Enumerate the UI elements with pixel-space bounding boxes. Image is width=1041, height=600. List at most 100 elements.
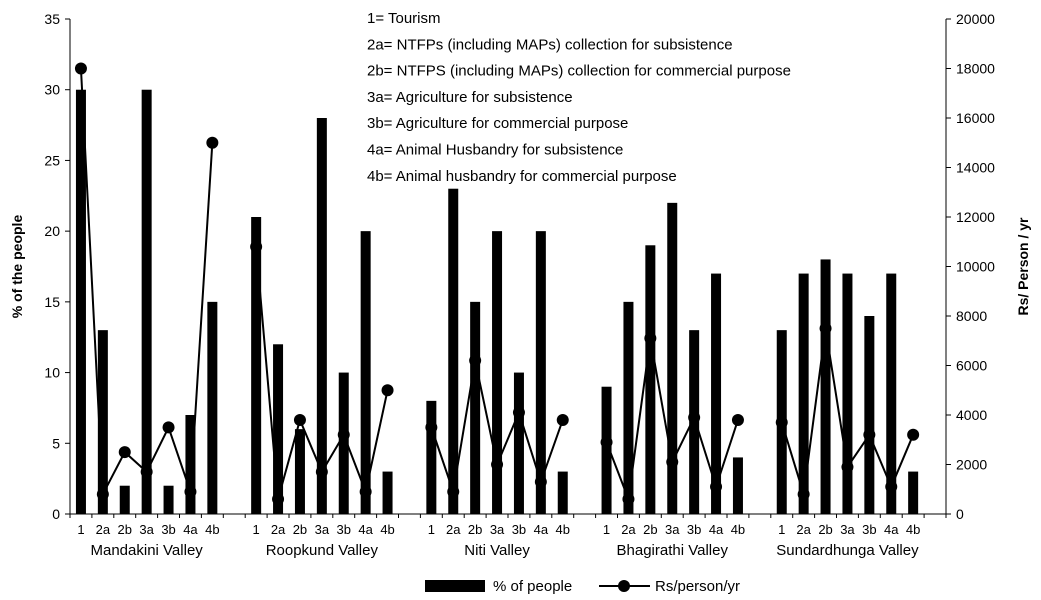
key-note: 3a= Agriculture for subsistence <box>367 89 573 106</box>
bar <box>842 273 853 514</box>
x-category-label: 3a <box>315 522 330 537</box>
x-category-label: 1 <box>428 522 435 537</box>
y-left-tick-label: 30 <box>44 82 60 98</box>
bar <box>97 330 108 514</box>
line-point <box>666 456 679 469</box>
line-point <box>512 406 525 419</box>
line-point <box>359 485 372 498</box>
y-right-tick-label: 0 <box>956 506 964 522</box>
y-right-tick-label: 14000 <box>956 160 995 176</box>
y-left-tick-label: 0 <box>52 506 60 522</box>
x-category-label: 1 <box>603 522 610 537</box>
line-point <box>447 485 460 498</box>
line-point <box>315 465 328 478</box>
bar-series <box>75 89 919 515</box>
bar <box>382 471 393 514</box>
key-note: 2a= NTFPs (including MAPs) collection fo… <box>367 36 733 53</box>
line-point <box>425 421 438 434</box>
x-category-label: 3b <box>512 522 526 537</box>
x-group-label: Sundardhunga Valley <box>776 542 919 559</box>
x-category-label: 4a <box>183 522 198 537</box>
bar <box>535 231 546 514</box>
bar <box>557 471 568 514</box>
bar <box>163 485 174 514</box>
bar <box>185 415 196 514</box>
y-right-tick-label: 16000 <box>956 110 995 126</box>
key-note: 2b= NTFPS (including MAPs) collection fo… <box>367 63 791 80</box>
key-note: 1= Tourism <box>367 10 441 27</box>
line-point <box>534 475 547 488</box>
line-point <box>775 416 788 429</box>
bar <box>711 273 722 514</box>
bar <box>864 316 875 514</box>
bar <box>645 245 656 515</box>
line-point <box>272 493 285 506</box>
y-left-tick-label: 10 <box>44 365 60 381</box>
y-right-tick-label: 2000 <box>956 457 987 473</box>
x-category-label: 1 <box>77 522 84 537</box>
bar <box>251 217 262 514</box>
x-category-label: 3a <box>490 522 505 537</box>
bar <box>75 89 86 514</box>
x-category-label: 4b <box>731 522 745 537</box>
legend-bar-label: % of people <box>493 578 572 595</box>
line-point <box>556 413 569 426</box>
axes: 0510152025303502000400060008000100001200… <box>9 11 1031 559</box>
x-category-label: 3a <box>665 522 680 537</box>
y-left-tick-label: 35 <box>44 11 60 27</box>
y-right-tick-label: 20000 <box>956 11 995 27</box>
x-category-label: 2a <box>96 522 111 537</box>
line-point <box>819 322 832 335</box>
bar <box>448 188 459 514</box>
legend-line-marker <box>618 580 630 592</box>
bar <box>492 231 503 514</box>
x-category-label: 3b <box>161 522 175 537</box>
category-key-notes: 1= Tourism 2a= NTFPs (including MAPs) col… <box>367 10 791 185</box>
line-point <box>293 413 306 426</box>
bar <box>273 344 284 514</box>
bar <box>732 457 743 514</box>
y-right-tick-label: 8000 <box>956 308 987 324</box>
legend-line-label: Rs/person/yr <box>655 578 740 595</box>
x-category-label: 2a <box>621 522 636 537</box>
x-category-label: 3b <box>862 522 876 537</box>
y-right-tick-label: 12000 <box>956 209 995 225</box>
y-right-axis-title: Rs/ Person / yr <box>1015 217 1031 316</box>
key-note: 4a= Animal Husbandry for subsistence <box>367 142 623 159</box>
bar <box>426 400 437 514</box>
x-category-label: 3b <box>337 522 351 537</box>
key-note: 4b= Animal husbandry for commercial purp… <box>367 168 677 185</box>
bar <box>338 372 349 514</box>
x-category-label: 2b <box>293 522 307 537</box>
line-point <box>644 332 657 345</box>
x-group-label: Mandakini Valley <box>91 542 204 559</box>
y-left-axis-title: % of the people <box>9 215 25 319</box>
line-point <box>74 62 87 75</box>
bar <box>207 301 218 514</box>
bar <box>141 89 152 514</box>
x-category-label: 2b <box>468 522 482 537</box>
y-right-tick-label: 4000 <box>956 407 987 423</box>
line-point <box>907 428 920 441</box>
line-point <box>688 411 701 424</box>
y-right-tick-label: 6000 <box>956 358 987 374</box>
x-category-label: 4b <box>556 522 570 537</box>
legend: % of people Rs/person/yr <box>425 578 740 595</box>
x-category-label: 2b <box>818 522 832 537</box>
line-point <box>250 240 263 253</box>
x-category-label: 4b <box>380 522 394 537</box>
x-group-label: Bhagirathi Valley <box>617 542 729 559</box>
line-point <box>863 428 876 441</box>
x-category-label: 4b <box>205 522 219 537</box>
line-point <box>841 460 854 473</box>
bar <box>908 471 919 514</box>
x-category-label: 1 <box>253 522 260 537</box>
x-category-label: 3a <box>840 522 855 537</box>
bar <box>601 386 612 514</box>
line-point <box>491 458 504 471</box>
x-category-label: 1 <box>778 522 785 537</box>
line-point <box>797 488 810 501</box>
y-right-tick-label: 10000 <box>956 259 995 275</box>
y-right-tick-label: 18000 <box>956 61 995 77</box>
